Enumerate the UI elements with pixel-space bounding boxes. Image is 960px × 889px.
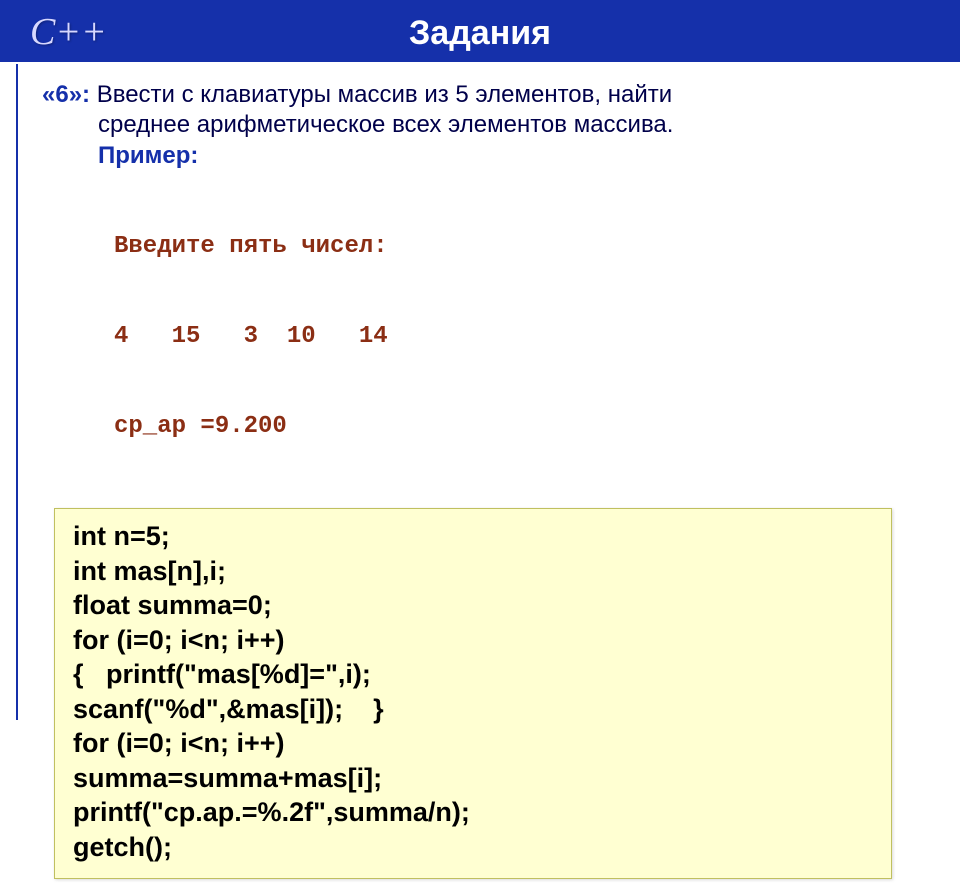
code-line: float summa=0; <box>73 588 873 623</box>
task-number: «6»: <box>42 81 90 108</box>
mono-line-1: Введите пять чисел: <box>114 232 930 262</box>
code-line: int n=5; <box>73 519 873 554</box>
task-line-1: «6»: Ввести с клавиатуры массив из 5 эле… <box>42 80 930 110</box>
code-line: for (i=0; i<n; i++) <box>73 623 873 658</box>
code-line: printf("cp.ap.=%.2f",summa/n); <box>73 795 873 830</box>
task-line-2: среднее арифметическое всех элементов ма… <box>42 110 930 140</box>
page-title: Задания <box>0 2 960 64</box>
slide-content: «6»: Ввести с клавиатуры массив из 5 эле… <box>0 62 960 889</box>
mono-line-2: 4 15 3 10 14 <box>114 322 930 352</box>
task-text-1: Ввести с клавиатуры массив из 5 элементо… <box>90 81 672 108</box>
cpp-logo: C++ <box>30 10 107 54</box>
code-line: { printf("mas[%d]=",i); <box>73 657 873 692</box>
slide-header: C++ Задания <box>0 0 960 62</box>
example-output: Введите пять чисел: 4 15 3 10 14 ср_ар =… <box>42 172 930 502</box>
code-line: getch(); <box>73 830 873 865</box>
code-line: for (i=0; i<n; i++) <box>73 726 873 761</box>
code-block: int n=5; int mas[n],i; float summa=0; fo… <box>54 508 892 879</box>
code-line: scanf("%d",&mas[i]); } <box>73 692 873 727</box>
code-line: int mas[n],i; <box>73 554 873 589</box>
example-label: Пример: <box>42 142 930 170</box>
code-line: summa=summa+mas[i]; <box>73 761 873 796</box>
mono-line-3: ср_ар =9.200 <box>114 412 930 442</box>
